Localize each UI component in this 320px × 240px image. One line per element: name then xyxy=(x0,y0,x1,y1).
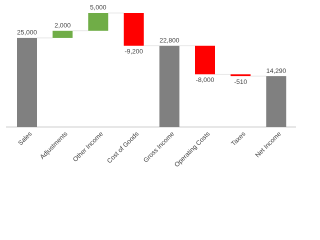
x-tick-label: Taxes xyxy=(230,130,247,147)
x-tick-label: Cost of Goods xyxy=(106,130,141,165)
bar xyxy=(195,45,215,75)
value-label: -510 xyxy=(234,79,247,86)
value-label: -8,000 xyxy=(196,77,215,84)
page: {"chart_data": { "type": "waterfall", "c… xyxy=(6,4,296,169)
bar xyxy=(123,13,144,46)
value-label: 22,800 xyxy=(159,37,179,44)
x-tick-label: Other Income xyxy=(72,130,105,163)
value-label: -9,200 xyxy=(125,48,144,55)
bar xyxy=(52,30,73,38)
value-label: 5,000 xyxy=(90,5,107,12)
value-label: 25,000 xyxy=(17,30,37,37)
x-tick-label: Operating Costs xyxy=(173,130,212,168)
value-label: 14,290 xyxy=(266,68,286,75)
bar xyxy=(266,76,287,127)
chart: 25,000 Sales 2,000 Adjustments 5,000 Other In… xyxy=(6,5,296,169)
x-tick-label: Adjustments xyxy=(39,130,70,161)
bar xyxy=(230,74,251,77)
bar xyxy=(17,37,37,127)
x-tick-label: Gross Income xyxy=(142,130,176,164)
bar xyxy=(159,45,180,127)
value-label: 2,000 xyxy=(54,23,71,30)
x-tick-label: Net Income xyxy=(254,130,283,159)
x-tick-label: Sales xyxy=(17,130,34,147)
bar xyxy=(88,13,109,31)
